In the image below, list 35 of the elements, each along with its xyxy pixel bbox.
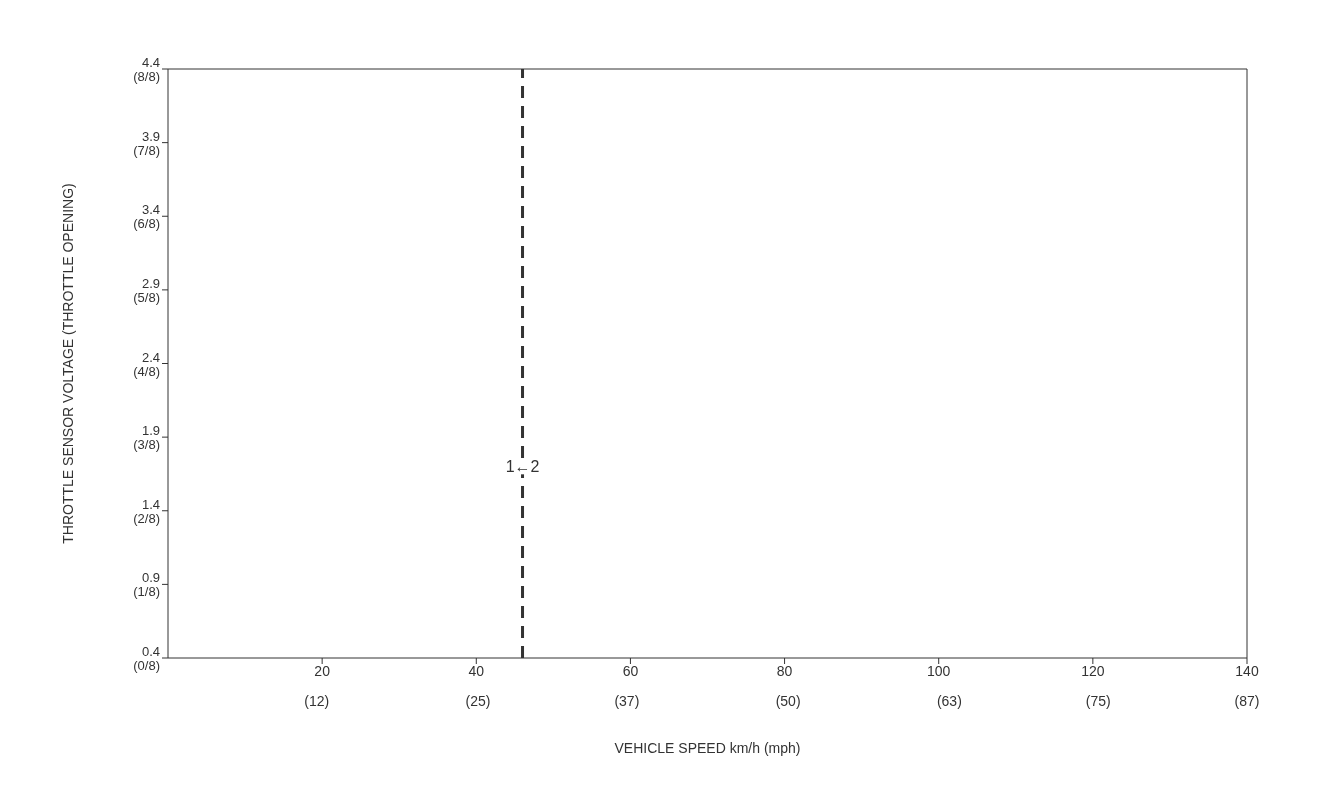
text: (2/8) bbox=[133, 510, 160, 526]
x-tick-label: 120 bbox=[1081, 662, 1105, 679]
text: (1/8) bbox=[133, 584, 160, 600]
x2-tick-label: (50) bbox=[775, 692, 801, 709]
text: (5/8) bbox=[133, 289, 160, 305]
y-tick-label: 3.4 bbox=[141, 202, 160, 218]
y-tick-label: 2.4 bbox=[141, 349, 160, 365]
x-tick-label: 140 bbox=[1235, 662, 1259, 679]
y-tick-label: 3.9 bbox=[141, 128, 160, 144]
y-axis-title: THROTTLE SENSOR VOLTAGE (THROTTLE OPENING) bbox=[59, 183, 76, 544]
x2-tick-label: (75) bbox=[1085, 692, 1111, 709]
x2-tick-label: (25) bbox=[465, 692, 491, 709]
text: (3/8) bbox=[133, 437, 160, 453]
text: (8/8) bbox=[133, 69, 160, 84]
x2-tick-label: (87) bbox=[1234, 692, 1260, 709]
y-tick-label: 2.9 bbox=[141, 275, 160, 291]
text: (6/8) bbox=[133, 216, 160, 232]
x-axis-title: VEHICLE SPEED km/h (mph) bbox=[614, 740, 801, 756]
text: (4/8) bbox=[133, 363, 160, 379]
x-tick-label: 40 bbox=[468, 662, 485, 679]
y-tick-label: 0.4 bbox=[141, 644, 160, 659]
x-tick-label: 20 bbox=[314, 662, 331, 679]
x-tick-label: 60 bbox=[622, 662, 639, 679]
y-tick-label: 1.4 bbox=[141, 496, 160, 512]
x2-tick-label: (63) bbox=[936, 692, 962, 709]
x2-tick-label: (12) bbox=[304, 692, 330, 709]
y-tick-label: 1.9 bbox=[141, 423, 160, 439]
y-tick-label: 4.4 bbox=[141, 55, 160, 70]
text: (7/8) bbox=[133, 142, 160, 158]
x-tick-label: 80 bbox=[776, 662, 793, 679]
text: (0/8) bbox=[133, 658, 160, 673]
annotation: 1←2 bbox=[505, 458, 540, 476]
y-tick-label: 0.9 bbox=[141, 570, 160, 586]
x2-tick-label: (37) bbox=[614, 692, 640, 709]
x-tick-label: 100 bbox=[927, 662, 951, 679]
